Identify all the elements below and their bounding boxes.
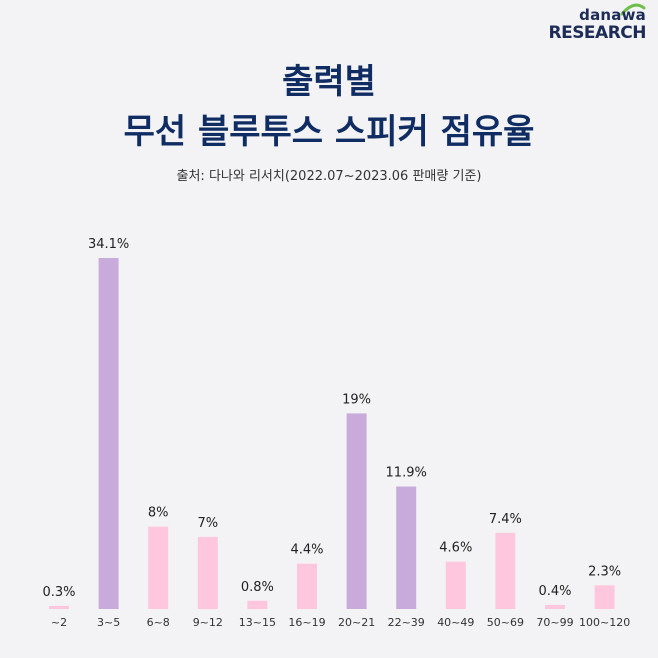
x-tick-label-70~99: 70~99 [536, 616, 573, 629]
x-tick-label-~2: ~2 [51, 616, 67, 629]
bar-13~15 [247, 600, 268, 609]
logo-re-text: RE [548, 23, 573, 43]
bar-22~39 [396, 486, 417, 609]
value-label-9~12: 7% [197, 516, 218, 531]
bar-20~21 [346, 413, 367, 609]
x-tick-label-6~8: 6~8 [147, 616, 170, 629]
bar-6~8 [148, 526, 169, 609]
value-label-3~5: 34.1% [88, 237, 129, 252]
logo-search-text: SEARCH [572, 23, 646, 43]
x-tick-label-40~49: 40~49 [437, 616, 474, 629]
bar-9~12 [197, 536, 218, 609]
bar-~2 [49, 605, 69, 609]
value-label-100~120: 2.3% [588, 564, 621, 579]
value-label-~2: 0.3% [42, 585, 75, 600]
bar-40~49 [445, 561, 466, 609]
logo-research-text: RESEARCH [548, 25, 646, 42]
bar-16~19 [297, 563, 317, 609]
bar-50~69 [495, 532, 516, 609]
value-label-6~8: 8% [148, 506, 169, 521]
x-tick-label-13~15: 13~15 [239, 616, 276, 629]
value-label-16~19: 4.4% [290, 543, 323, 558]
logo-danawa-text: danawa [579, 6, 646, 24]
value-label-70~99: 0.4% [538, 584, 571, 599]
value-label-50~69: 7.4% [489, 512, 522, 527]
bar-70~99 [545, 604, 565, 609]
value-label-20~21: 19% [342, 392, 371, 407]
x-tick-label-3~5: 3~5 [97, 616, 120, 629]
x-tick-label-9~12: 9~12 [193, 616, 223, 629]
x-tick-label-22~39: 22~39 [388, 616, 425, 629]
chart-title-line1: 출력별 [282, 62, 376, 102]
value-label-13~15: 0.8% [241, 580, 274, 595]
bar-3~5 [98, 258, 119, 609]
chart-source-note: 출처: 다나와 리서치(2022.07~2023.06 판매량 기준) [176, 169, 482, 184]
x-tick-label-20~21: 20~21 [338, 616, 375, 629]
value-label-40~49: 4.6% [439, 541, 472, 556]
logo-arc-icon [620, 3, 646, 16]
danawa-research-logo: danawa RESEARCH [548, 3, 646, 42]
x-tick-label-50~69: 50~69 [487, 616, 524, 629]
bar-100~120 [594, 585, 615, 609]
value-label-22~39: 11.9% [386, 466, 427, 481]
x-tick-label-16~19: 16~19 [288, 616, 325, 629]
chart-title-line2: 무선 블루투스 스피커 점유율 [123, 112, 535, 152]
x-tick-label-100~120: 100~120 [579, 616, 630, 629]
